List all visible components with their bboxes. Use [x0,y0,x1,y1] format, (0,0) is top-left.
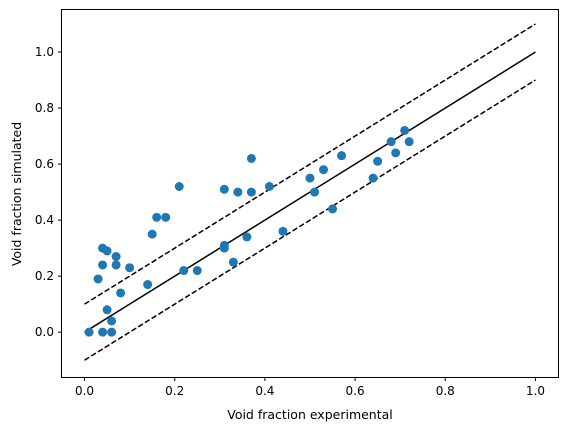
data-point [98,260,108,270]
data-point [116,288,126,298]
data-point [337,151,347,161]
data-point [368,173,378,183]
data-point [305,173,315,183]
data-point [93,274,103,284]
y-axis-label: Void fraction simulated [9,122,24,266]
data-point [386,137,396,147]
y-tick-label: 0.8 [35,101,54,115]
data-point [264,181,274,191]
y-axis-ticks: 0.0 0.2 0.4 0.6 0.8 1.0 [35,45,62,339]
data-point [111,260,121,270]
y-tick-label: 1.0 [35,45,54,59]
data-point [161,212,171,222]
data-point [107,316,117,326]
x-tick-label: 0.6 [346,384,365,398]
data-point [147,229,157,239]
data-point [242,232,252,242]
data-point [328,204,338,214]
reference-lines [84,23,536,361]
data-point [98,327,108,337]
x-tick-label: 0.2 [165,384,184,398]
data-point [310,187,320,197]
data-point [404,137,414,147]
y-tick-label: 0.4 [35,213,54,227]
identity-line [84,51,536,333]
data-point [125,263,135,273]
x-tick-label: 0.8 [436,384,455,398]
data-point [102,305,112,315]
data-point [152,212,162,222]
data-point [246,187,256,197]
data-point [179,266,189,276]
data-point [174,181,184,191]
x-axis-label: Void fraction experimental [227,407,393,422]
data-point [107,327,117,337]
data-points [84,125,414,337]
plot-frame [61,9,559,378]
data-point [111,252,121,262]
x-tick-label: 0.4 [255,384,274,398]
x-tick-label: 1.0 [526,384,545,398]
data-point [228,257,238,267]
y-tick-label: 0.0 [35,325,54,339]
data-point [98,243,108,253]
data-point [319,165,329,175]
data-point [391,148,401,158]
y-tick-label: 0.6 [35,157,54,171]
bound-line-2 [84,79,536,361]
data-point [219,184,229,194]
x-tick-label: 0.0 [75,384,94,398]
data-point [219,240,229,250]
y-tick-label: 0.2 [35,269,54,283]
x-axis-ticks: 0.0 0.2 0.4 0.6 0.8 1.0 [75,377,545,398]
data-point [278,226,288,236]
data-point [192,266,202,276]
bound-line-1 [84,23,536,305]
data-point [373,156,383,166]
data-point [400,125,410,135]
data-point [143,280,153,290]
data-point [84,327,94,337]
data-point [233,187,243,197]
data-point [246,153,256,163]
